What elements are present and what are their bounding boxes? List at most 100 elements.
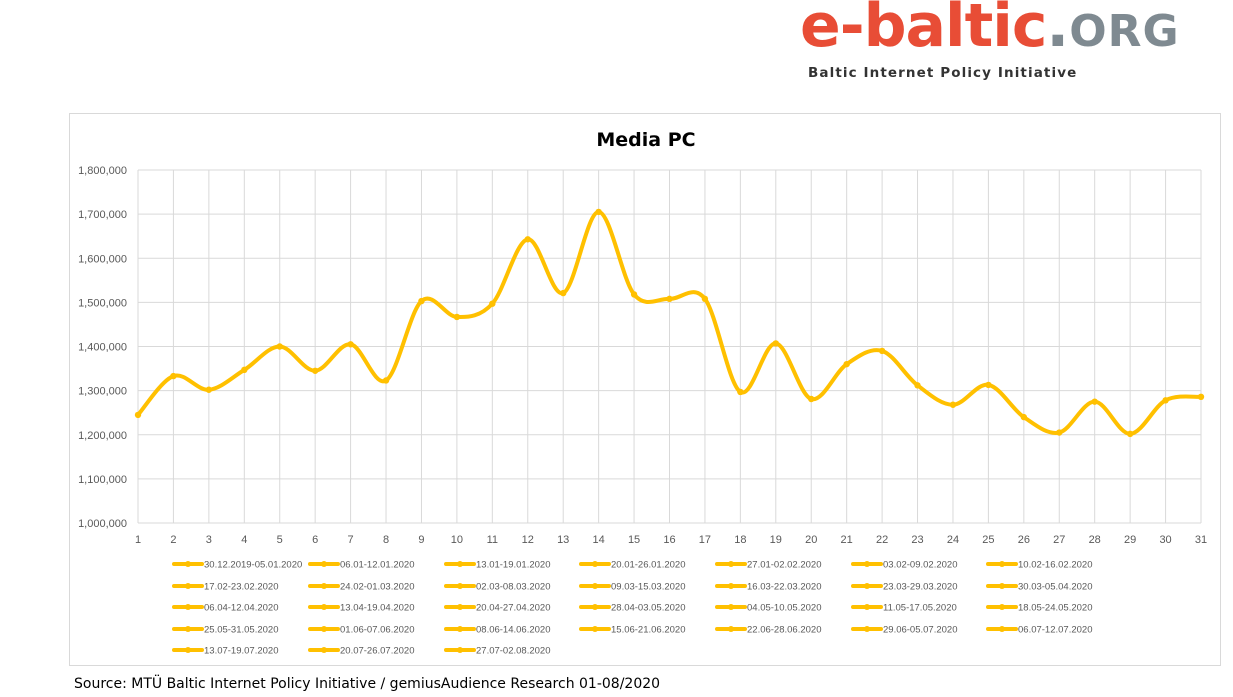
legend: 30.12.2019-05.01.2020 06.01-12.01.2020 13.… [172, 560, 1092, 657]
legend-marker [457, 561, 463, 567]
y-tick-label: 1,300,000 [78, 386, 127, 398]
x-tick-label: 8 [383, 534, 389, 546]
legend-entry-label: 03.02-09.02.2020 [883, 560, 957, 571]
legend-entry-label: 18.05-24.05.2020 [1018, 603, 1092, 614]
data-point [666, 295, 673, 303]
data-point [843, 360, 850, 368]
legend-entry-label: 20.07-26.07.2020 [340, 646, 414, 657]
x-tick-label: 27 [1053, 534, 1065, 546]
legend-marker [864, 561, 870, 567]
legend-marker [864, 626, 870, 632]
legend-entry-label: 06.07-12.07.2020 [1018, 625, 1092, 636]
data-point [347, 341, 354, 348]
data-point [949, 401, 957, 408]
data-point [1056, 429, 1063, 436]
legend-marker [999, 626, 1005, 632]
legend-entry-label: 13.07-19.07.2020 [204, 646, 278, 657]
x-tick-label: 9 [418, 534, 424, 546]
y-tick-label: 1,500,000 [78, 297, 127, 309]
data-point [595, 208, 602, 216]
legend-entry-label: 30.03-05.04.2020 [1018, 582, 1092, 593]
x-tick-label: 16 [663, 534, 675, 546]
legend-entry-label: 13.04-19.04.2020 [340, 603, 414, 614]
x-tick-label: 5 [277, 534, 283, 546]
legend-marker [321, 561, 327, 567]
data-point [772, 340, 779, 347]
legend-marker [457, 583, 463, 589]
media-pc-line-chart: Media PC 1,000,000 1,100,000 1,200,000 1,30… [78, 129, 1207, 657]
y-tick-label: 1,400,000 [78, 342, 127, 354]
legend-entry-label: 20.04-27.04.2020 [476, 603, 550, 614]
data-point [808, 395, 815, 403]
y-tick-label: 1,100,000 [78, 474, 127, 486]
legend-entry-label: 23.03-29.03.2020 [883, 582, 957, 593]
legend-entry-label: 27.01-02.02.2020 [747, 560, 821, 571]
legend-marker [728, 626, 734, 632]
data-point [134, 411, 142, 419]
legend-marker [321, 604, 327, 610]
y-tick-label: 1,800,000 [78, 165, 127, 177]
x-tick-label: 6 [312, 534, 318, 546]
x-tick-label: 29 [1124, 534, 1136, 546]
x-tick-label: 13 [557, 534, 569, 546]
legend-marker [864, 604, 870, 610]
x-tick-label: 30 [1159, 534, 1171, 546]
legend-marker [185, 647, 191, 653]
source-note: Source: MTÜ Baltic Internet Policy Initi… [74, 676, 661, 692]
legend-entry-label: 27.07-02.08.2020 [476, 646, 550, 657]
x-tick-label: 28 [1089, 534, 1101, 546]
legend-marker [592, 604, 598, 610]
legend-marker [592, 561, 598, 567]
data-point [524, 236, 531, 243]
legend-entry-label: 02.03-08.03.2020 [476, 582, 550, 593]
legend-marker [999, 561, 1005, 567]
chart-area: Media PC 1,000,000 1,100,000 1,200,000 1,30… [69, 113, 1221, 666]
x-tick-label: 11 [487, 534, 498, 546]
data-point [878, 347, 886, 355]
legend-marker [185, 561, 191, 567]
x-tick-label: 10 [451, 534, 463, 546]
data-point [382, 377, 390, 384]
data-point [737, 388, 744, 396]
x-tick-label: 25 [982, 534, 994, 546]
data-point [276, 343, 283, 350]
data-point [560, 289, 567, 297]
legend-marker [321, 626, 327, 632]
legend-entry-label: 22.06-28.06.2020 [747, 625, 821, 636]
chart-title: Media PC [596, 129, 695, 151]
legend-entry-label: 06.01-12.01.2020 [340, 560, 414, 571]
data-point [630, 291, 638, 298]
x-tick-label: 12 [522, 534, 534, 546]
x-tick-label: 14 [593, 534, 605, 546]
axis-labels: 1,000,000 1,100,000 1,200,000 1,300,000 1,40… [78, 165, 1207, 546]
grid-lines [137, 169, 1202, 524]
data-point [311, 367, 319, 374]
data-point [1126, 430, 1134, 438]
y-tick-label: 1,200,000 [78, 430, 127, 442]
x-tick-label: 4 [241, 534, 247, 546]
data-point [170, 372, 177, 380]
x-tick-label: 1 [135, 534, 141, 546]
logo-word: e-baltic [800, 0, 1047, 61]
x-tick-label: 23 [911, 534, 923, 546]
legend-marker [185, 626, 191, 632]
legend-entry-label: 29.06-05.07.2020 [883, 625, 957, 636]
legend-entry-label: 09.03-15.03.2020 [611, 582, 685, 593]
legend-marker [592, 626, 598, 632]
legend-entry-label: 08.06-14.06.2020 [476, 625, 550, 636]
data-point [489, 300, 496, 307]
legend-marker [592, 583, 598, 589]
legend-entry-label: 25.05-31.05.2020 [204, 625, 278, 636]
x-tick-label: 7 [348, 534, 354, 546]
data-point [1020, 413, 1028, 421]
x-tick-label: 26 [1018, 534, 1030, 546]
series-line [134, 208, 1205, 438]
legend-marker [321, 583, 327, 589]
logo-tagline: Baltic Internet Policy Initiative [808, 65, 1078, 81]
legend-marker [457, 647, 463, 653]
data-point [205, 386, 213, 393]
x-tick-label: 20 [805, 534, 817, 546]
legend-marker [728, 583, 734, 589]
legend-marker [864, 583, 870, 589]
legend-marker [457, 626, 463, 632]
